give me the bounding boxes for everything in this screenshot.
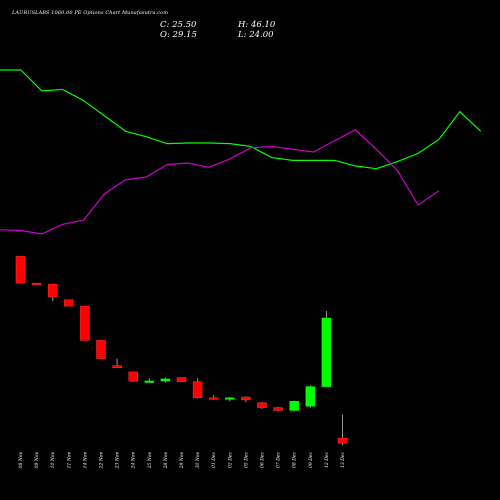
x-tick-label: 08 Dec: [292, 452, 298, 468]
candle-body: [305, 386, 316, 407]
x-tick-label: 02 Dec: [227, 452, 233, 468]
candle-body: [176, 377, 187, 382]
candle-body: [128, 371, 138, 382]
x-tick-label: 22 Nov: [99, 452, 105, 470]
x-tick-label: 10 Nov: [50, 452, 56, 469]
x-tick-label: 23 Nov: [115, 452, 121, 470]
candle: [225, 397, 235, 402]
candle: [321, 311, 332, 387]
x-tick-label: 08 Nov: [18, 452, 24, 469]
candle-body: [241, 396, 251, 401]
x-axis-labels: 08 Nov 09 Nov 10 Nov 11 Nov 14 Nov 22 Nov 23 N…: [18, 452, 346, 470]
magenta-indicator-line: [0, 129, 440, 235]
candle-body: [225, 397, 235, 400]
candle-body: [337, 437, 348, 444]
x-tick-label: 13 Dec: [340, 452, 346, 468]
candle-body: [15, 256, 26, 284]
candles: [15, 256, 348, 446]
candle: [47, 283, 58, 302]
candle: [160, 377, 171, 383]
x-tick-label: 29 Nov: [179, 452, 185, 470]
candle: [80, 305, 90, 341]
candle: [64, 299, 74, 307]
candle: [192, 378, 203, 399]
x-tick-label: 25 Nov: [147, 452, 153, 470]
green-indicator-line: [0, 69, 482, 170]
x-tick-label: 09 Dec: [308, 452, 314, 468]
x-tick-label: 01 Dec: [211, 452, 217, 468]
close-value: C: 25.50: [160, 20, 197, 30]
candle: [241, 396, 251, 402]
low-value: L: 24.00: [238, 30, 274, 40]
chart-title: LAURUSLABS 1060.00 PE Options Chart Muna…: [12, 10, 169, 16]
x-tick-label: 11 Nov: [66, 452, 72, 469]
candle: [208, 395, 219, 400]
candle-body: [257, 402, 267, 408]
candle: [273, 406, 283, 412]
candle-body: [160, 378, 171, 382]
x-tick-label: 28 Nov: [163, 452, 169, 470]
x-tick-label: 12 Dec: [324, 452, 330, 468]
candle: [128, 371, 138, 382]
candle-body: [273, 407, 283, 411]
x-tick-label: 24 Nov: [131, 452, 137, 470]
candle: [96, 340, 106, 359]
x-tick-label: 09 Nov: [34, 452, 40, 469]
x-tick-label: 14 Nov: [82, 452, 88, 469]
candle: [112, 358, 122, 368]
candle: [176, 377, 187, 382]
candle: [257, 402, 267, 409]
candle-body: [192, 381, 203, 399]
open-value: O: 29.15: [160, 30, 197, 40]
candle-body: [80, 305, 90, 341]
candle: [15, 256, 26, 284]
candle-body: [96, 340, 106, 359]
indicator-lines: [0, 69, 482, 235]
candle: [31, 282, 42, 285]
candle-body: [64, 299, 74, 307]
candle-body: [47, 283, 58, 298]
candle-body: [31, 282, 42, 285]
x-tick-label: 05 Dec: [243, 452, 249, 468]
candle: [305, 385, 316, 408]
high-value: H: 46.10: [238, 20, 276, 30]
candle-body: [112, 365, 122, 368]
x-tick-label: 30 Nov: [195, 452, 201, 469]
candle-body: [289, 401, 299, 411]
x-tick-label: 07 Dec: [276, 452, 282, 468]
candle: [289, 400, 299, 412]
candle-body: [208, 397, 219, 400]
candle: [337, 414, 348, 446]
candle-body: [321, 317, 332, 387]
candle: [144, 378, 155, 383]
x-tick-label: 06 Dec: [260, 452, 266, 468]
candle-body: [144, 380, 155, 383]
